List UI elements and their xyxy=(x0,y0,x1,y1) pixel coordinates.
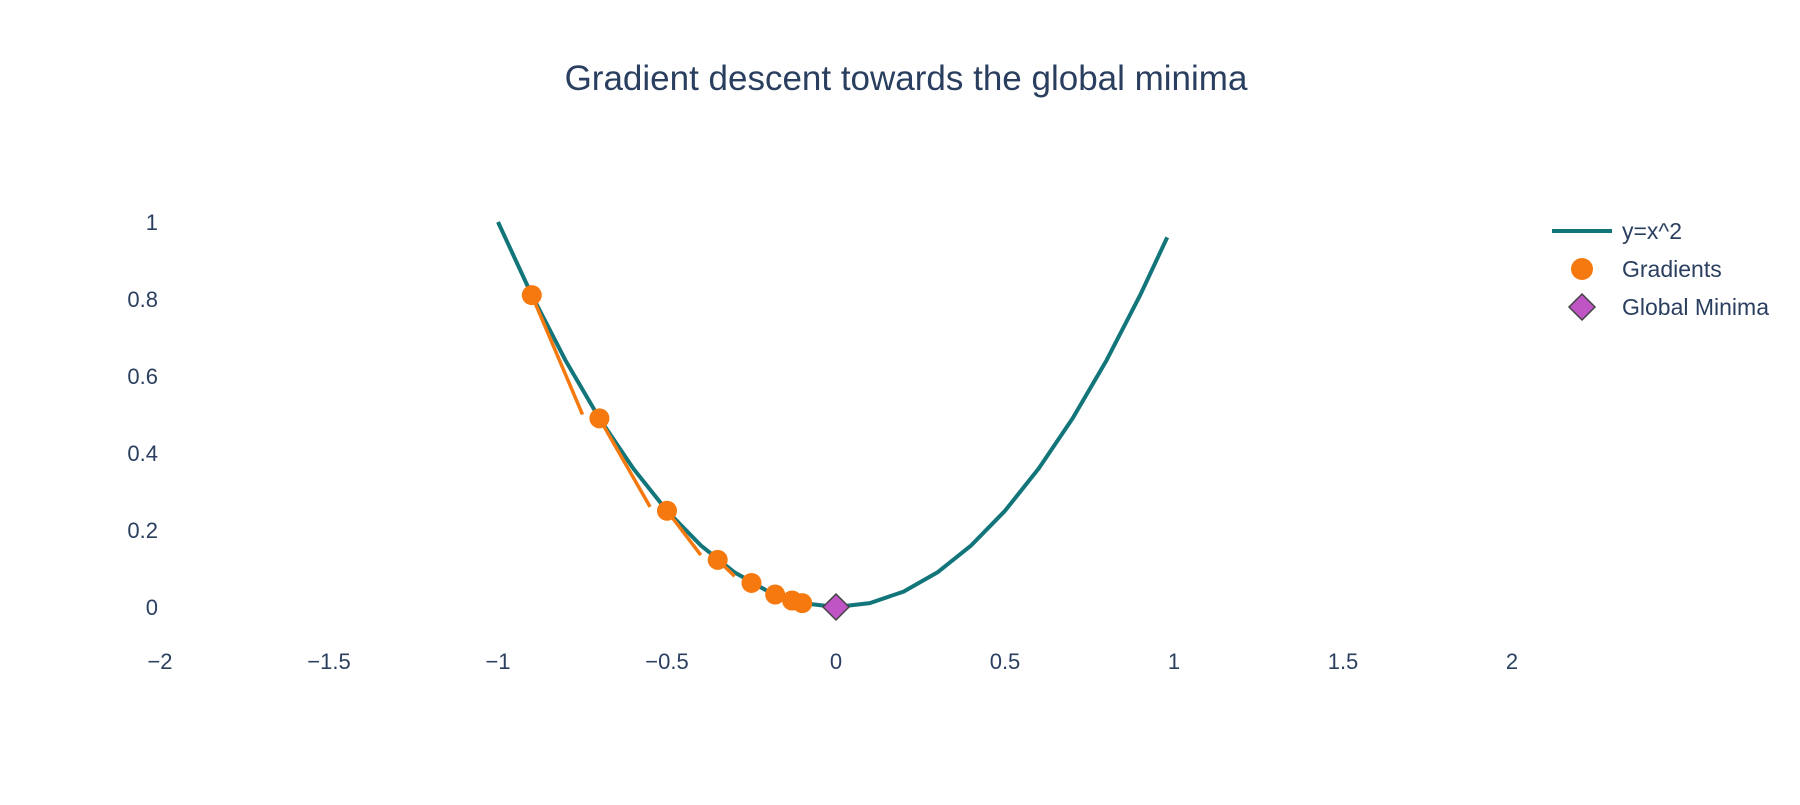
x-tick-label: 0 xyxy=(830,649,842,674)
chart-title: Gradient descent towards the global mini… xyxy=(565,59,1248,98)
legend-item-minima[interactable]: Global Minima xyxy=(1567,292,1769,322)
gradient-tangent-segment xyxy=(530,294,585,416)
plot-area xyxy=(496,221,1170,622)
y-tick-label: 0.6 xyxy=(127,364,158,389)
x-tick-label: 2 xyxy=(1506,649,1518,674)
gradient-point xyxy=(657,500,677,521)
gradient-tangent-segment xyxy=(597,417,652,508)
gradient-point xyxy=(707,549,728,570)
legend-item-gradients[interactable]: Gradients xyxy=(1571,256,1722,282)
x-tick-label: −2 xyxy=(147,649,172,674)
global-minima-point xyxy=(821,592,851,622)
legend-label-line: y=x^2 xyxy=(1622,218,1682,244)
x-axis-tick-labels: −2 −1.5 −1 −0.5 0 0.5 1 1.5 2 xyxy=(147,649,1518,674)
y-axis-tick-labels: 0 0.2 0.4 0.6 0.8 1 xyxy=(127,210,158,620)
global-minima-group xyxy=(821,592,851,622)
legend[interactable]: y=x^2 Gradients Global Minima xyxy=(1552,218,1769,322)
x-tick-label: 1 xyxy=(1168,649,1180,674)
legend-label-minima: Global Minima xyxy=(1622,294,1769,320)
x-tick-label: −1.5 xyxy=(307,649,350,674)
gradient-point xyxy=(792,593,813,614)
x-tick-label: 1.5 xyxy=(1328,649,1359,674)
x-tick-label: 0.5 xyxy=(990,649,1021,674)
x-tick-label: −1 xyxy=(485,649,510,674)
legend-label-gradients: Gradients xyxy=(1622,256,1722,282)
x-tick-label: −0.5 xyxy=(645,649,688,674)
y-tick-label: 0 xyxy=(146,595,158,620)
legend-item-line[interactable]: y=x^2 xyxy=(1552,218,1682,244)
gradient-point xyxy=(589,408,610,429)
y-tick-label: 0.4 xyxy=(127,441,158,466)
y-tick-label: 0.8 xyxy=(127,287,158,312)
y-tick-label: 0.2 xyxy=(127,518,158,543)
gradient-markers-group xyxy=(521,285,813,614)
gradient-point xyxy=(521,285,542,306)
y-tick-label: 1 xyxy=(146,210,158,235)
gradient-point xyxy=(741,572,762,593)
legend-diamond-swatch xyxy=(1567,292,1597,322)
legend-marker-swatch xyxy=(1571,258,1593,280)
gradient-tangent-group xyxy=(530,294,736,578)
gradient-point xyxy=(765,584,786,605)
